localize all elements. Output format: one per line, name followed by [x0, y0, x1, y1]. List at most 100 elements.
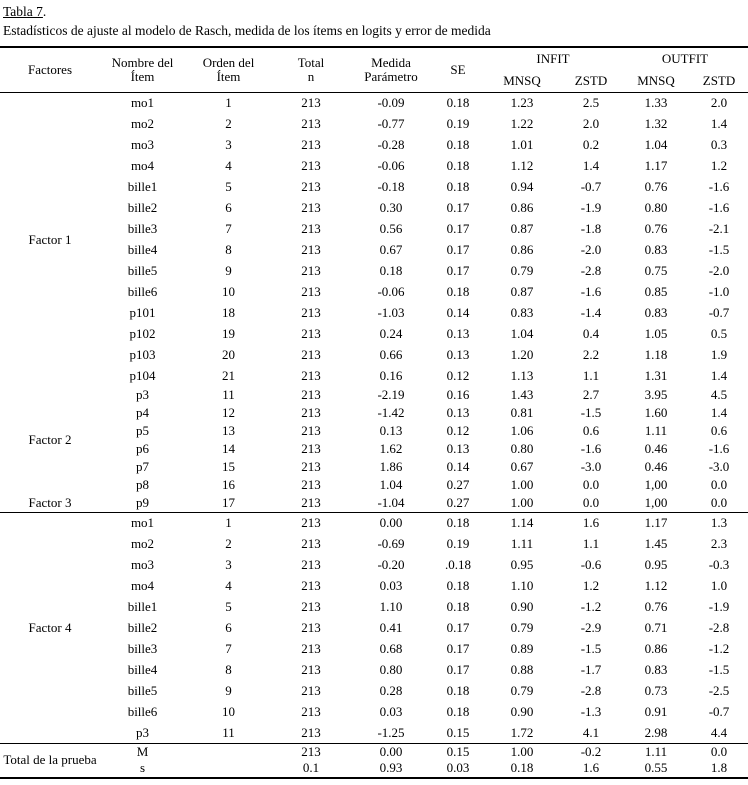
cell-infit-zstd: -0.7	[580, 178, 602, 194]
cell-se: 0.17	[446, 199, 470, 215]
cell-outfit-mnsq: 1.17	[644, 157, 668, 173]
table-row: mo2 2 213 -0.69 0.19 1.11 1.1 1.45 2.3	[0, 534, 748, 555]
cell-infit-mnsq: 0.95	[510, 556, 534, 572]
cell-orden-item: 20	[222, 346, 235, 362]
table-row: bille6 10 213 -0.06 0.18 0.87 -1.6 0.85 -1.0	[0, 282, 748, 303]
cell-outfit-zstd: -0.7	[708, 304, 730, 320]
cell-nombre-item: mo1	[130, 95, 155, 111]
cell-nombre-item: bille2	[127, 199, 158, 215]
cell-nombre-item: bille2	[127, 619, 158, 635]
cell-infit-mnsq: 0.94	[510, 178, 534, 194]
cell-se: 0.15	[446, 724, 470, 740]
cell-outfit-zstd: -1.0	[708, 283, 730, 299]
cell-infit-zstd: -1.2	[580, 598, 602, 614]
cell-outfit-zstd: -2.0	[708, 262, 730, 278]
cell-infit-zstd: 1.4	[582, 157, 600, 173]
cell-infit-zstd: 2.2	[582, 346, 600, 362]
cell-total-n: 213	[301, 477, 321, 493]
header-nombre-line2: Ítem	[130, 69, 155, 84]
cell-infit-mnsq: 0.81	[510, 405, 534, 421]
cell-infit-mnsq: 1.20	[510, 346, 534, 362]
cell-outfit-zstd: 0.5	[710, 325, 728, 341]
cell-total-n: 213	[301, 157, 321, 173]
table-number-label: Tabla 7	[3, 4, 43, 19]
cell-outfit-zstd: 1.0	[710, 577, 728, 593]
cell-outfit-mnsq: 0.91	[644, 703, 668, 719]
cell-nombre-item: p102	[129, 325, 156, 341]
cell-orden-item: 6	[225, 619, 232, 635]
cell-medida-parametro: 0.56	[379, 220, 403, 236]
cell-se: 0.19	[446, 115, 470, 131]
cell-nombre-item: bille4	[127, 241, 158, 257]
cell-outfit-mnsq: 0.46	[644, 459, 668, 475]
cell-outfit-mnsq: 0.76	[644, 178, 668, 194]
cell-nombre-item: mo3	[130, 136, 155, 152]
table-row: bille2 6 213 0.30 0.17 0.86 -1.9 0.80 -1.6	[0, 198, 748, 219]
cell-se: 0.17	[446, 661, 470, 677]
table-row: Factor 3 p9 17 213 -1.04 0.27 1.00 0.0 1,00 0.0	[0, 495, 748, 513]
cell-infit-zstd: 1.2	[582, 577, 600, 593]
cell-medida-parametro: -0.06	[377, 283, 405, 299]
cell-infit-zstd: 0.2	[582, 136, 600, 152]
cell-infit-zstd: -3.0	[580, 459, 602, 475]
cell-outfit-zstd: 1.2	[710, 157, 728, 173]
cell-nombre-item: p6	[136, 441, 149, 457]
cell-se: 0.18	[446, 157, 470, 173]
cell-se: 0.12	[446, 367, 470, 383]
cell-nombre-item: bille3	[127, 220, 158, 236]
cell-infit-zstd: -0.2	[560, 743, 622, 761]
table-row: p101 18 213 -1.03 0.14 0.83 -1.4 0.83 -0.7	[0, 303, 748, 324]
cell-outfit-zstd: -1.9	[708, 598, 730, 614]
table-row: mo3 3 213 -0.28 0.18 1.01 0.2 1.04 0.3	[0, 135, 748, 156]
cell-outfit-mnsq: 0.86	[644, 640, 668, 656]
header-infit-zstd: ZSTD	[574, 73, 608, 89]
cell-outfit-mnsq: 0.76	[644, 598, 668, 614]
table-row: Total de la prueba M 213 0.00 0.15 1.00 -0.2 1.…	[0, 743, 748, 778]
cell-medida-parametro: -0.18	[377, 178, 405, 194]
cell-total-n: 213	[301, 459, 321, 475]
cell-infit-mnsq: 1.72	[510, 724, 534, 740]
header-infit-mnsq: MNSQ	[503, 73, 541, 89]
cell-nombre-item: p3	[136, 724, 149, 740]
table-row: Factor 1 mo1 1 213 -0.09 0.18 1.23 2.5 1.33 2.0	[0, 93, 748, 246]
cell-nombre-item: bille3	[127, 640, 158, 656]
cell-infit-mnsq: 0.88	[510, 661, 534, 677]
header-outfit-zstd: ZSTD	[702, 73, 736, 89]
header-medida-parametro: Medida Parámetro	[350, 47, 432, 93]
cell-infit-zstd: 1.6	[560, 512, 622, 534]
cell-se: 0.18	[446, 95, 470, 111]
cell-medida-parametro: -0.77	[377, 115, 405, 131]
cell-outfit-zstd: 4.4	[710, 724, 728, 740]
cell-outfit-mnsq: 2.98	[644, 724, 668, 740]
cell-outfit-mnsq: 1,00	[644, 495, 668, 511]
cell-se: 0.17	[446, 220, 470, 236]
cell-outfit-zstd: 1.3	[690, 512, 748, 534]
cell-infit-zstd: -1.9	[580, 199, 602, 215]
table-row: mo4 4 213 0.03 0.18 1.10 1.2 1.12 1.0	[0, 576, 748, 597]
cell-se: 0.19	[446, 535, 470, 551]
cell-infit-zstd: 2.5	[582, 95, 600, 111]
cell-total-n: 213	[301, 441, 321, 457]
table-number-period: .	[42, 4, 47, 19]
cell-total-n: 213	[301, 199, 321, 215]
header-total-line2: n	[307, 69, 315, 84]
cell-medida-parametro: -1.42	[377, 405, 405, 421]
cell-se: 0.16	[446, 387, 470, 403]
cell-outfit-zstd: -1.5	[708, 661, 730, 677]
cell-outfit-mnsq: 0.80	[644, 199, 668, 215]
header-nombre-line1: Nombre del	[111, 54, 174, 70]
cell-orden-item: 18	[222, 304, 235, 320]
cell-orden-item: 2	[225, 115, 232, 131]
cell-outfit-mnsq: 0.73	[644, 682, 668, 698]
table-caption: Estadísticos de ajuste al modelo de Rasc…	[3, 23, 491, 38]
cell-medida-parametro: 0.68	[379, 640, 403, 656]
header-nombre-item: Nombre del Ítem	[100, 47, 185, 93]
cell-outfit-zstd: 0.3	[710, 136, 728, 152]
cell-se: 0.14	[446, 304, 470, 320]
cell-outfit-mnsq: 1.33	[644, 95, 668, 111]
table-row: bille6 10 213 0.03 0.18 0.90 -1.3 0.91 -0.7	[0, 702, 748, 723]
cell-total-n: 213	[301, 577, 321, 593]
header-outfit-mnsq: MNSQ	[637, 73, 675, 89]
cell-orden-item: 19	[222, 325, 235, 341]
cell-nombre-item: bille6	[127, 283, 158, 299]
